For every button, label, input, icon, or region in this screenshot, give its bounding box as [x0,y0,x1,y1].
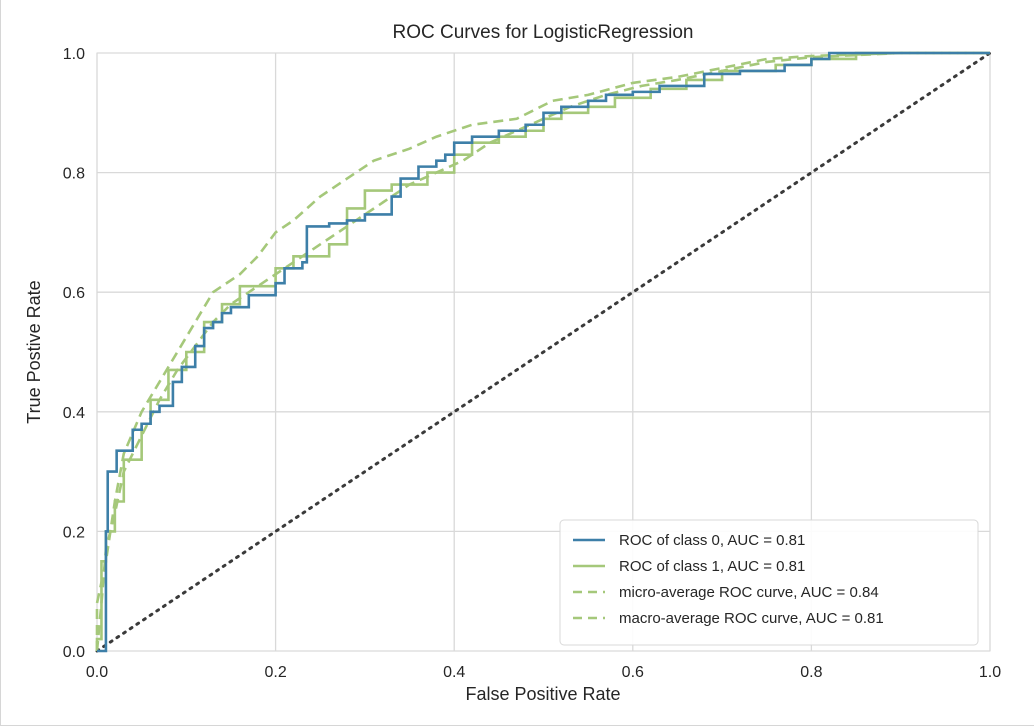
x-tick-label: 0.2 [264,664,286,681]
y-tick-label: 0.4 [63,405,85,422]
series-line-0 [97,51,990,653]
x-tick-label: 0.0 [86,664,108,681]
y-tick-label: 0.0 [63,644,85,661]
x-axis-label: False Positive Rate [465,684,620,704]
x-tick-labels: 0.0 0.2 0.4 0.6 0.8 1.0 [86,664,1001,681]
chart-title: ROC Curves for LogisticRegression [393,22,694,43]
legend-label-3: macro-average ROC curve, AUC = 0.81 [619,610,884,627]
y-tick-labels: 0.0 0.2 0.4 0.6 0.8 1.0 [63,46,85,661]
series-line-2 [95,51,990,651]
legend-label-0: ROC of class 0, AUC = 0.81 [619,532,805,549]
y-tick-label: 0.2 [63,524,85,541]
legend: ROC of class 0, AUC = 0.81 ROC of class 1… [559,519,979,646]
series-line-4 [95,51,992,653]
x-tick-label: 0.4 [443,664,465,681]
y-tick-label: 0.8 [63,166,85,183]
y-tick-label: 0.6 [63,285,85,302]
x-tick-label: 1.0 [979,664,1001,681]
y-axis-label: True Postive Rate [24,280,44,423]
x-tick-label: 0.8 [800,664,822,681]
series-line-3 [95,51,990,652]
legend-box [559,519,979,646]
legend-label-1: ROC of class 1, AUC = 0.81 [619,558,805,575]
y-tick-label: 1.0 [63,46,85,63]
curves-layer [95,51,992,653]
x-tick-label: 0.6 [622,664,644,681]
legend-label-2: micro-average ROC curve, AUC = 0.84 [619,584,879,601]
